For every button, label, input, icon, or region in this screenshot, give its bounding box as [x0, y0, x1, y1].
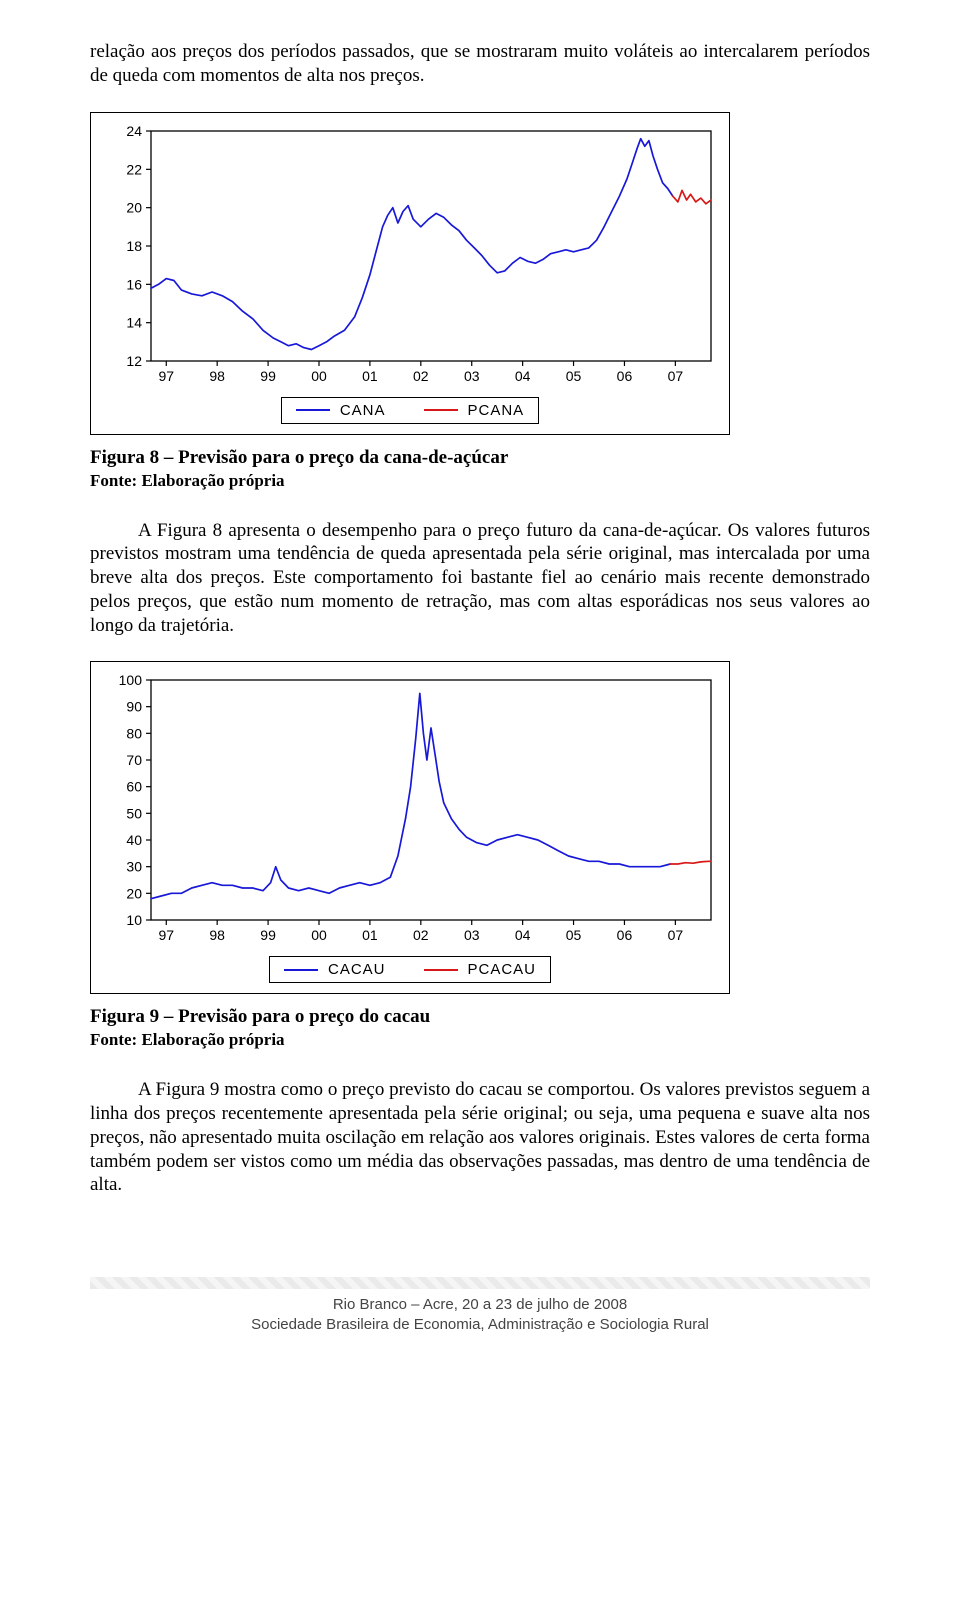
- paragraph-mid: A Figura 8 apresenta o desempenho para o…: [90, 519, 870, 638]
- svg-text:24: 24: [126, 123, 142, 139]
- svg-text:01: 01: [362, 927, 378, 943]
- legend-swatch: [424, 409, 458, 411]
- svg-text:50: 50: [126, 806, 142, 822]
- svg-text:00: 00: [311, 927, 327, 943]
- svg-text:05: 05: [566, 368, 582, 384]
- svg-text:05: 05: [566, 927, 582, 943]
- chart-9-svg: 10 20 30 40 50 60 70 80 90 100 97 98 99 00 01 02 03 04 05 0…: [105, 672, 721, 946]
- chart-8-legend: CANA PCANA: [281, 397, 539, 424]
- svg-text:10: 10: [126, 912, 142, 928]
- svg-text:22: 22: [126, 161, 142, 177]
- figure-9-frame: 10 20 30 40 50 60 70 80 90 100 97 98 99 00 01 02 03 04 05 0…: [90, 661, 730, 994]
- svg-text:90: 90: [126, 699, 142, 715]
- svg-text:14: 14: [126, 314, 142, 330]
- svg-text:04: 04: [515, 368, 531, 384]
- figure-9-source: Fonte: Elaboração própria: [90, 1030, 870, 1050]
- footer-line-2: Sociedade Brasileira de Economia, Admini…: [90, 1315, 870, 1335]
- svg-text:20: 20: [126, 886, 142, 902]
- svg-text:100: 100: [119, 672, 143, 688]
- svg-text:02: 02: [413, 368, 429, 384]
- legend-item: CANA: [296, 402, 386, 419]
- svg-text:01: 01: [362, 368, 378, 384]
- svg-text:99: 99: [260, 927, 276, 943]
- legend-swatch: [424, 969, 458, 971]
- svg-text:07: 07: [668, 927, 684, 943]
- legend-item: CACAU: [284, 961, 386, 978]
- footer-decoration: [90, 1277, 870, 1289]
- legend-label: CACAU: [328, 961, 386, 978]
- legend-item: PCANA: [424, 402, 525, 419]
- legend-label: PCANA: [468, 402, 525, 419]
- chart-9-legend: CACAU PCACAU: [269, 956, 551, 983]
- figure-8: 12 14 16 18 20 22 24 97 98 99 00 01 02 03 04 05 06 07 CAN…: [90, 112, 730, 435]
- figure-9-caption: Figura 9 – Previsão para o preço do caca…: [90, 1006, 870, 1028]
- figure-8-caption: Figura 8 – Previsão para o preço da cana…: [90, 447, 870, 469]
- legend-label: PCACAU: [468, 961, 537, 978]
- footer-line-1: Rio Branco – Acre, 20 a 23 de julho de 2…: [90, 1295, 870, 1315]
- svg-text:97: 97: [158, 927, 174, 943]
- paragraph-top: relação aos preços dos períodos passados…: [90, 40, 870, 88]
- svg-text:00: 00: [311, 368, 327, 384]
- svg-text:97: 97: [158, 368, 174, 384]
- svg-text:99: 99: [260, 368, 276, 384]
- svg-text:18: 18: [126, 238, 142, 254]
- svg-text:12: 12: [126, 353, 142, 369]
- svg-text:40: 40: [126, 832, 142, 848]
- paragraph-bottom: A Figura 9 mostra como o preço previsto …: [90, 1078, 870, 1197]
- svg-text:06: 06: [617, 927, 633, 943]
- legend-item: PCACAU: [424, 961, 537, 978]
- figure-8-frame: 12 14 16 18 20 22 24 97 98 99 00 01 02 03 04 05 06 07 CAN…: [90, 112, 730, 435]
- svg-text:04: 04: [515, 927, 531, 943]
- legend-swatch: [284, 969, 318, 971]
- svg-text:60: 60: [126, 779, 142, 795]
- svg-text:98: 98: [209, 368, 225, 384]
- svg-text:80: 80: [126, 726, 142, 742]
- svg-text:03: 03: [464, 368, 480, 384]
- figure-8-source: Fonte: Elaboração própria: [90, 471, 870, 491]
- svg-text:98: 98: [209, 927, 225, 943]
- figure-9: 10 20 30 40 50 60 70 80 90 100 97 98 99 00 01 02 03 04 05 0…: [90, 661, 730, 994]
- chart-8-svg: 12 14 16 18 20 22 24 97 98 99 00 01 02 03 04 05 06 07: [105, 123, 721, 387]
- legend-swatch: [296, 409, 330, 411]
- svg-text:20: 20: [126, 199, 142, 215]
- svg-text:70: 70: [126, 752, 142, 768]
- svg-text:03: 03: [464, 927, 480, 943]
- svg-text:30: 30: [126, 859, 142, 875]
- page-footer: Rio Branco – Acre, 20 a 23 de julho de 2…: [90, 1277, 870, 1336]
- svg-text:16: 16: [126, 276, 142, 292]
- legend-label: CANA: [340, 402, 386, 419]
- svg-text:07: 07: [668, 368, 684, 384]
- svg-text:06: 06: [617, 368, 633, 384]
- svg-text:02: 02: [413, 927, 429, 943]
